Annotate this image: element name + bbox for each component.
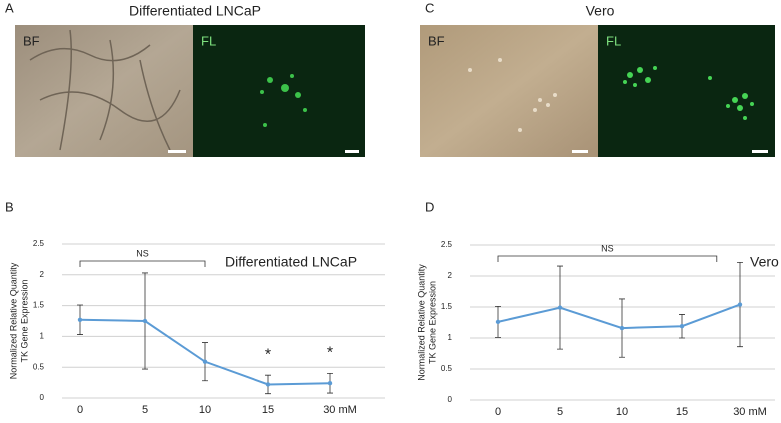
panel-label: A [5,0,14,15]
point [557,305,563,310]
y-tick-label: 1 [40,332,45,341]
scale-bar [572,150,588,153]
y-tick-label: 1.5 [33,301,45,310]
y-tick-label: 0 [40,393,45,402]
panel-label: C [425,0,434,15]
point [619,325,625,331]
x-tick-label: 15 [262,404,274,416]
image-label: FL [201,33,216,48]
y-tick-label: 1.5 [441,302,453,311]
y-tick-label: 0 [448,395,453,404]
x-tick-label: 10 [199,404,211,416]
point [142,318,148,324]
bf-image [420,25,598,157]
panel-label: D [425,199,434,214]
y-tick-label: 2 [40,270,45,279]
fl-image [598,25,775,157]
image-label: FL [606,33,621,48]
x-tick-label: 0 [495,406,501,418]
bracket [79,260,206,267]
y-tick-label: 2.5 [441,240,453,249]
point [77,317,83,322]
line [497,303,741,330]
bracket [497,255,718,262]
scale-bar [345,150,359,153]
point [495,319,501,325]
point [327,381,333,386]
y-tick-label: 2 [448,271,453,280]
y-tick-label: 2.5 [33,239,45,248]
y-tick-label: 1 [448,333,453,342]
chart-label: Differentiated LNCaP [225,254,357,270]
x-tick-label: 15 [676,406,688,418]
x-tick-label: 5 [142,404,148,416]
image-label: BF [428,33,445,48]
annotation: * [327,345,333,362]
point [202,359,208,364]
annotation: * [265,346,271,363]
fluorescence [623,66,754,120]
panel-label: B [5,199,14,214]
point [679,324,685,329]
x-tick-label: 10 [616,406,628,418]
x-tick-label: 30 mM [733,406,767,418]
image-label: BF [23,33,40,48]
y-axis-label: TK Gene Expression [19,279,29,362]
fluorescence [260,74,307,127]
panel-title: Vero [586,3,615,19]
y-tick-label: 0.5 [441,364,453,373]
bf-image [15,25,193,157]
x-tick-label: 0 [77,404,83,416]
fl-image [193,25,365,157]
y-axis-label: TK Gene Expression [427,281,437,364]
x-tick-label: 5 [557,406,563,418]
scale-bar [168,150,186,153]
y-axis-label: Normalized Relative Quantity [8,262,18,379]
y-tick-label: 0.5 [33,362,45,371]
scale-bar [752,150,768,153]
cells [468,58,557,132]
y-axis-label: Normalized Relative Quantity [416,264,426,381]
cell-outlines [29,29,181,151]
point [265,382,271,387]
x-tick-label: 30 mM [323,404,357,416]
panel-title: Differentiated LNCaP [129,3,261,19]
point [737,302,743,307]
chart-label: Vero [750,254,779,270]
annotation: NS [601,243,614,253]
annotation: NS [136,248,149,258]
